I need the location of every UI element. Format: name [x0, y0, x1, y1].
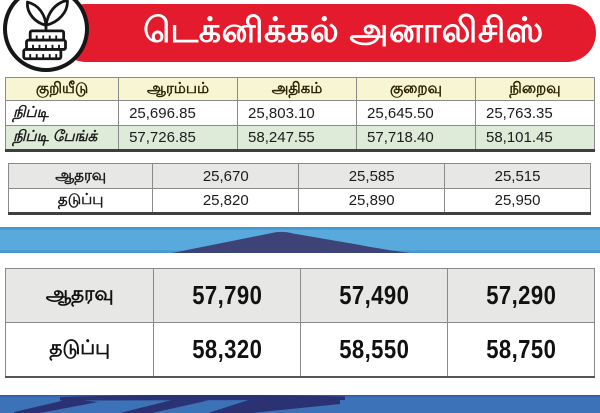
row-label: ஆதரவு — [7, 163, 154, 189]
banknifty-levels-table: ஆதரவு 57,790 57,490 57,290 தடுப்பு 58,32… — [4, 268, 595, 378]
cell-low: 25,645.50 — [356, 100, 476, 126]
cell-close: 58,101.45 — [474, 125, 596, 151]
support-level-2: 25,585 — [298, 163, 446, 189]
bottom-wave-graphic — [0, 395, 600, 413]
col-header-high: அதிகம் — [237, 77, 358, 101]
table-row-nifty: நிப்டி 25,696.85 25,803.10 25,645.50 25,… — [4, 100, 596, 126]
support-row: ஆதரவு 57,790 57,490 57,290 — [4, 268, 595, 323]
bottom-wave-band — [0, 395, 600, 413]
col-header-open: ஆரம்பம் — [118, 77, 239, 101]
page-title: டெக்னிக்கல் அனாலிசிஸ் — [143, 11, 544, 50]
resistance-level-1: 58,320 — [153, 322, 302, 377]
support-row: ஆதரவு 25,670 25,585 25,515 — [7, 163, 591, 189]
row-label: நிப்டி — [4, 100, 120, 126]
col-header-index: குறியீடு — [4, 77, 120, 101]
row-label: தடுப்பு — [7, 188, 154, 214]
resistance-level-3: 25,950 — [444, 188, 591, 214]
resistance-level-2: 25,890 — [298, 188, 446, 214]
cell-open: 57,726.85 — [118, 125, 239, 151]
resistance-level-1: 25,820 — [152, 188, 300, 214]
nifty-levels-table: ஆதரவு 25,670 25,585 25,515 தடுப்பு 25,82… — [7, 163, 591, 215]
table-header-row: குறியீடு ஆரம்பம் அதிகம் குறைவு நிறைவு — [4, 77, 596, 101]
resistance-row: தடுப்பு 25,820 25,890 25,950 — [7, 188, 591, 214]
row-label: ஆதரவு — [4, 268, 155, 323]
col-header-low: குறைவு — [356, 77, 476, 101]
cell-high: 58,247.55 — [237, 125, 358, 151]
resistance-row: தடுப்பு 58,320 58,550 58,750 — [4, 322, 595, 377]
support-level-3: 57,290 — [447, 268, 595, 323]
index-ohlc-table: குறியீடு ஆரம்பம் அதிகம் குறைவு நிறைவு நி… — [4, 77, 596, 152]
plant-coins-icon-svg — [22, 0, 69, 61]
cell-close: 25,763.35 — [474, 100, 596, 126]
col-header-close: நிறைவு — [474, 77, 596, 101]
row-label: நிப்டி பேங்க் — [4, 125, 120, 151]
support-level-1: 57,790 — [153, 268, 302, 323]
cell-high: 25,803.10 — [237, 100, 358, 126]
table-row-nifty-bank: நிப்டி பேங்க் 57,726.85 58,247.55 57,718… — [4, 125, 596, 151]
cell-low: 57,718.40 — [356, 125, 476, 151]
wave-mountain-graphic — [0, 227, 600, 253]
plant-coins-icon — [3, 0, 89, 72]
title-banner: டெக்னிக்கல் அனாலிசிஸ் — [57, 4, 596, 62]
support-level-1: 25,670 — [152, 163, 300, 189]
row-label: தடுப்பு — [4, 322, 155, 377]
divider-wave-band — [0, 227, 600, 253]
resistance-level-3: 58,750 — [447, 322, 595, 377]
cell-open: 25,696.85 — [118, 100, 239, 126]
support-level-3: 25,515 — [444, 163, 591, 189]
support-level-2: 57,490 — [300, 268, 449, 323]
resistance-level-2: 58,550 — [300, 322, 449, 377]
